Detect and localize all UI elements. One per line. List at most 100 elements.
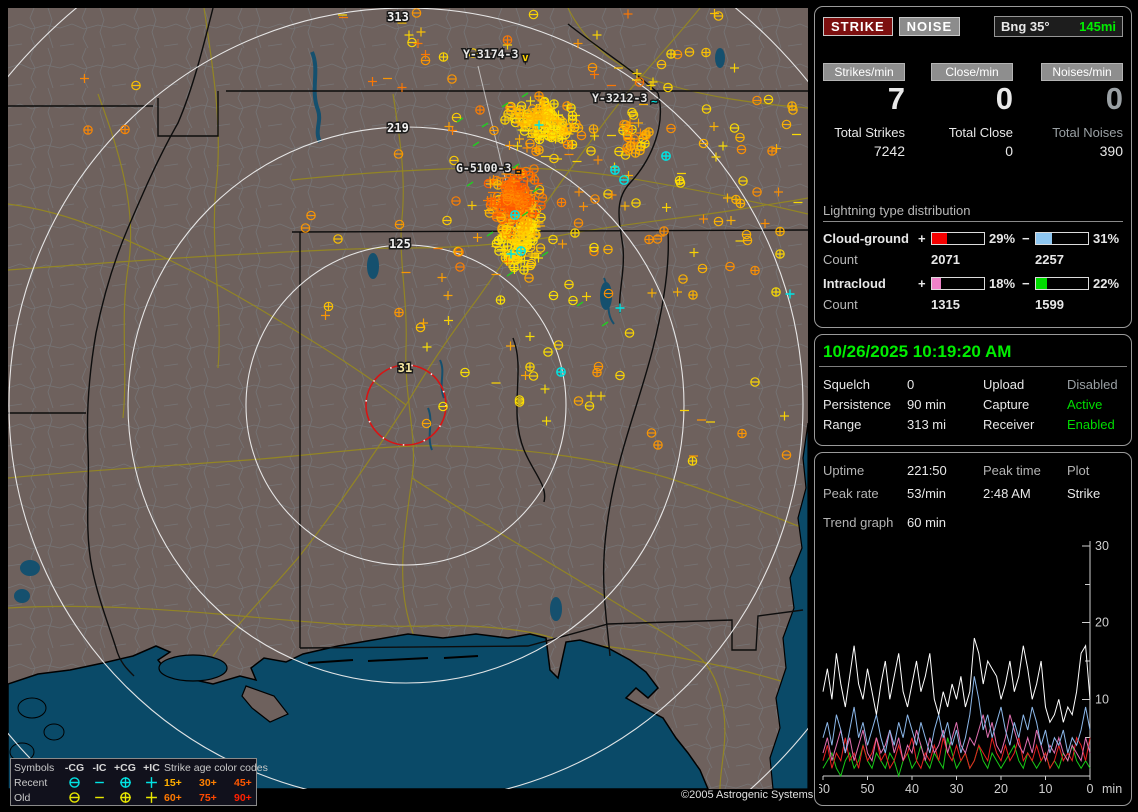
cg-plus-recent-icon bbox=[111, 776, 139, 789]
legend-symbols-label: Symbols bbox=[14, 762, 61, 774]
intracloud-count-row: Count 1315 1599 bbox=[823, 297, 1123, 312]
ic-pos-pct: 18% bbox=[985, 276, 1022, 291]
ic-minus-old-icon bbox=[88, 791, 111, 804]
distribution-title: Lightning type distribution bbox=[823, 203, 1123, 222]
legend-col-neg-ic: -IC bbox=[88, 762, 111, 774]
mode-button-row: STRIKE NOISE Bng 35° 145mi bbox=[823, 16, 1123, 37]
age-90: 90+ bbox=[234, 792, 266, 804]
divider bbox=[819, 366, 1127, 367]
persistence-label: Persistence bbox=[823, 397, 907, 412]
svg-text:40: 40 bbox=[905, 782, 919, 796]
svg-text:Y-3174-3: Y-3174-3 bbox=[463, 47, 518, 61]
legend-row-old-label: Old bbox=[14, 792, 61, 804]
legend-row-recent-label: Recent bbox=[14, 777, 61, 789]
ic-neg-pct: 22% bbox=[1089, 276, 1126, 291]
svg-text:G-5100-3: G-5100-3 bbox=[456, 161, 511, 175]
lightning-map[interactable]: 31321912531Y-3174-3vY-3212-3~G-5100-3- bbox=[8, 8, 808, 789]
total-strikes-value: 7242 bbox=[823, 143, 905, 159]
age-45: 45+ bbox=[234, 777, 266, 789]
bearing-readout: Bng 35° 145mi bbox=[994, 16, 1123, 37]
map-canvas: 31321912531Y-3174-3vY-3212-3~G-5100-3- bbox=[8, 8, 808, 789]
svg-text:Y-3212-3: Y-3212-3 bbox=[592, 91, 647, 105]
strikes-column: Strikes/min 7 Total Strikes 7242 bbox=[823, 63, 905, 159]
ic-plus-old-icon bbox=[139, 791, 164, 804]
total-noises-label: Total Noises bbox=[1041, 125, 1123, 140]
cg-neg-count: 2257 bbox=[1035, 252, 1126, 267]
total-close-value: 0 bbox=[931, 143, 1013, 159]
ic-neg-count: 1599 bbox=[1035, 297, 1126, 312]
noises-column: Noises/min 0 Total Noises 390 bbox=[1041, 63, 1123, 159]
total-noises-value: 390 bbox=[1041, 143, 1123, 159]
cg-pos-pct: 29% bbox=[985, 231, 1022, 246]
range-value: 313 mi bbox=[907, 417, 983, 432]
cg-plus-old-icon bbox=[111, 791, 139, 804]
peak-rate-label: Peak rate bbox=[823, 486, 907, 501]
bearing-distance: 145mi bbox=[1079, 19, 1116, 34]
legend-col-pos-cg: +CG bbox=[111, 762, 139, 774]
cg-pos-count: 2071 bbox=[931, 252, 1022, 267]
ic-neg-bar bbox=[1035, 277, 1089, 290]
cg-pos-bar bbox=[931, 232, 985, 245]
uptime-row: Uptime 221:50 Peak time Plot bbox=[823, 463, 1125, 478]
receiver-label: Receiver bbox=[983, 417, 1067, 432]
legend-col-pos-ic: +IC bbox=[139, 762, 164, 774]
svg-text:20: 20 bbox=[1095, 616, 1109, 630]
peak-time-label: Peak time bbox=[983, 463, 1067, 478]
cg-minus-old-icon bbox=[61, 791, 88, 804]
svg-text:60: 60 bbox=[819, 782, 830, 796]
datetime-display: 10/26/2025 10:19:20 AM bbox=[823, 342, 1011, 362]
intracloud-row: Intracloud + 18% − 22% bbox=[823, 276, 1123, 291]
persistence-value: 90 min bbox=[907, 397, 983, 412]
noises-per-min-value: 0 bbox=[1041, 82, 1123, 116]
upload-label: Upload bbox=[983, 377, 1067, 392]
status-row-squelch: Squelch 0 Upload Disabled bbox=[823, 377, 1125, 392]
svg-text:20: 20 bbox=[994, 782, 1008, 796]
svg-text:10: 10 bbox=[1039, 782, 1053, 796]
capture-status: Active bbox=[1067, 397, 1125, 412]
cg-neg-pct: 31% bbox=[1089, 231, 1126, 246]
count-label: Count bbox=[823, 297, 918, 312]
svg-text:30: 30 bbox=[950, 782, 964, 796]
age-75: 75+ bbox=[199, 792, 234, 804]
noises-per-min-chip: Noises/min bbox=[1041, 63, 1123, 81]
noise-mode-button[interactable]: NOISE bbox=[899, 17, 960, 36]
close-per-min-value: 0 bbox=[931, 82, 1013, 116]
upload-status: Disabled bbox=[1067, 377, 1125, 392]
trend-panel: Uptime 221:50 Peak time Plot Peak rate 5… bbox=[814, 452, 1132, 806]
plot-value: Strike bbox=[1067, 486, 1125, 501]
trend-graph: 1020306050403020100min bbox=[819, 537, 1129, 801]
plot-label: Plot bbox=[1067, 463, 1125, 478]
plus-sign: + bbox=[918, 276, 931, 291]
strike-stats-panel: STRIKE NOISE Bng 35° 145mi Strikes/min 7… bbox=[814, 6, 1132, 328]
svg-text:30: 30 bbox=[1095, 539, 1109, 553]
lightning-type-distribution: Lightning type distribution Cloud-ground… bbox=[823, 203, 1123, 312]
peak-time-value: 2:48 AM bbox=[983, 486, 1067, 501]
squelch-label: Squelch bbox=[823, 377, 907, 392]
uptime-value: 221:50 bbox=[907, 463, 983, 478]
close-column: Close/min 0 Total Close 0 bbox=[931, 63, 1013, 159]
strike-mode-button[interactable]: STRIKE bbox=[823, 17, 893, 36]
svg-text:125: 125 bbox=[389, 237, 411, 251]
trend-graph-row: Trend graph 60 min bbox=[823, 515, 1125, 530]
svg-text:10: 10 bbox=[1095, 692, 1109, 706]
svg-text:min: min bbox=[1102, 782, 1122, 796]
status-row-persistence: Persistence 90 min Capture Active bbox=[823, 397, 1125, 412]
cg-minus-recent-icon bbox=[61, 776, 88, 789]
cg-neg-bar bbox=[1035, 232, 1089, 245]
symbol-legend: Symbols -CG -IC +CG +IC Strike age color… bbox=[10, 758, 257, 806]
age-60: 60+ bbox=[164, 792, 199, 804]
svg-text:0: 0 bbox=[1087, 782, 1094, 796]
svg-text:~: ~ bbox=[651, 95, 658, 108]
ic-minus-recent-icon bbox=[88, 776, 111, 789]
intracloud-label: Intracloud bbox=[823, 276, 918, 291]
strikes-per-min-chip: Strikes/min bbox=[823, 63, 905, 81]
cloud-ground-count-row: Count 2071 2257 bbox=[823, 252, 1123, 267]
total-close-label: Total Close bbox=[931, 125, 1013, 140]
age-15: 15+ bbox=[164, 777, 199, 789]
uptime-label: Uptime bbox=[823, 463, 907, 478]
bearing-value: Bng 35° bbox=[1001, 19, 1050, 34]
peak-rate-row: Peak rate 53/min 2:48 AM Strike bbox=[823, 486, 1125, 501]
cloud-ground-row: Cloud-ground + 29% − 31% bbox=[823, 231, 1123, 246]
status-row-range: Range 313 mi Receiver Enabled bbox=[823, 417, 1125, 432]
plus-sign: + bbox=[918, 231, 931, 246]
